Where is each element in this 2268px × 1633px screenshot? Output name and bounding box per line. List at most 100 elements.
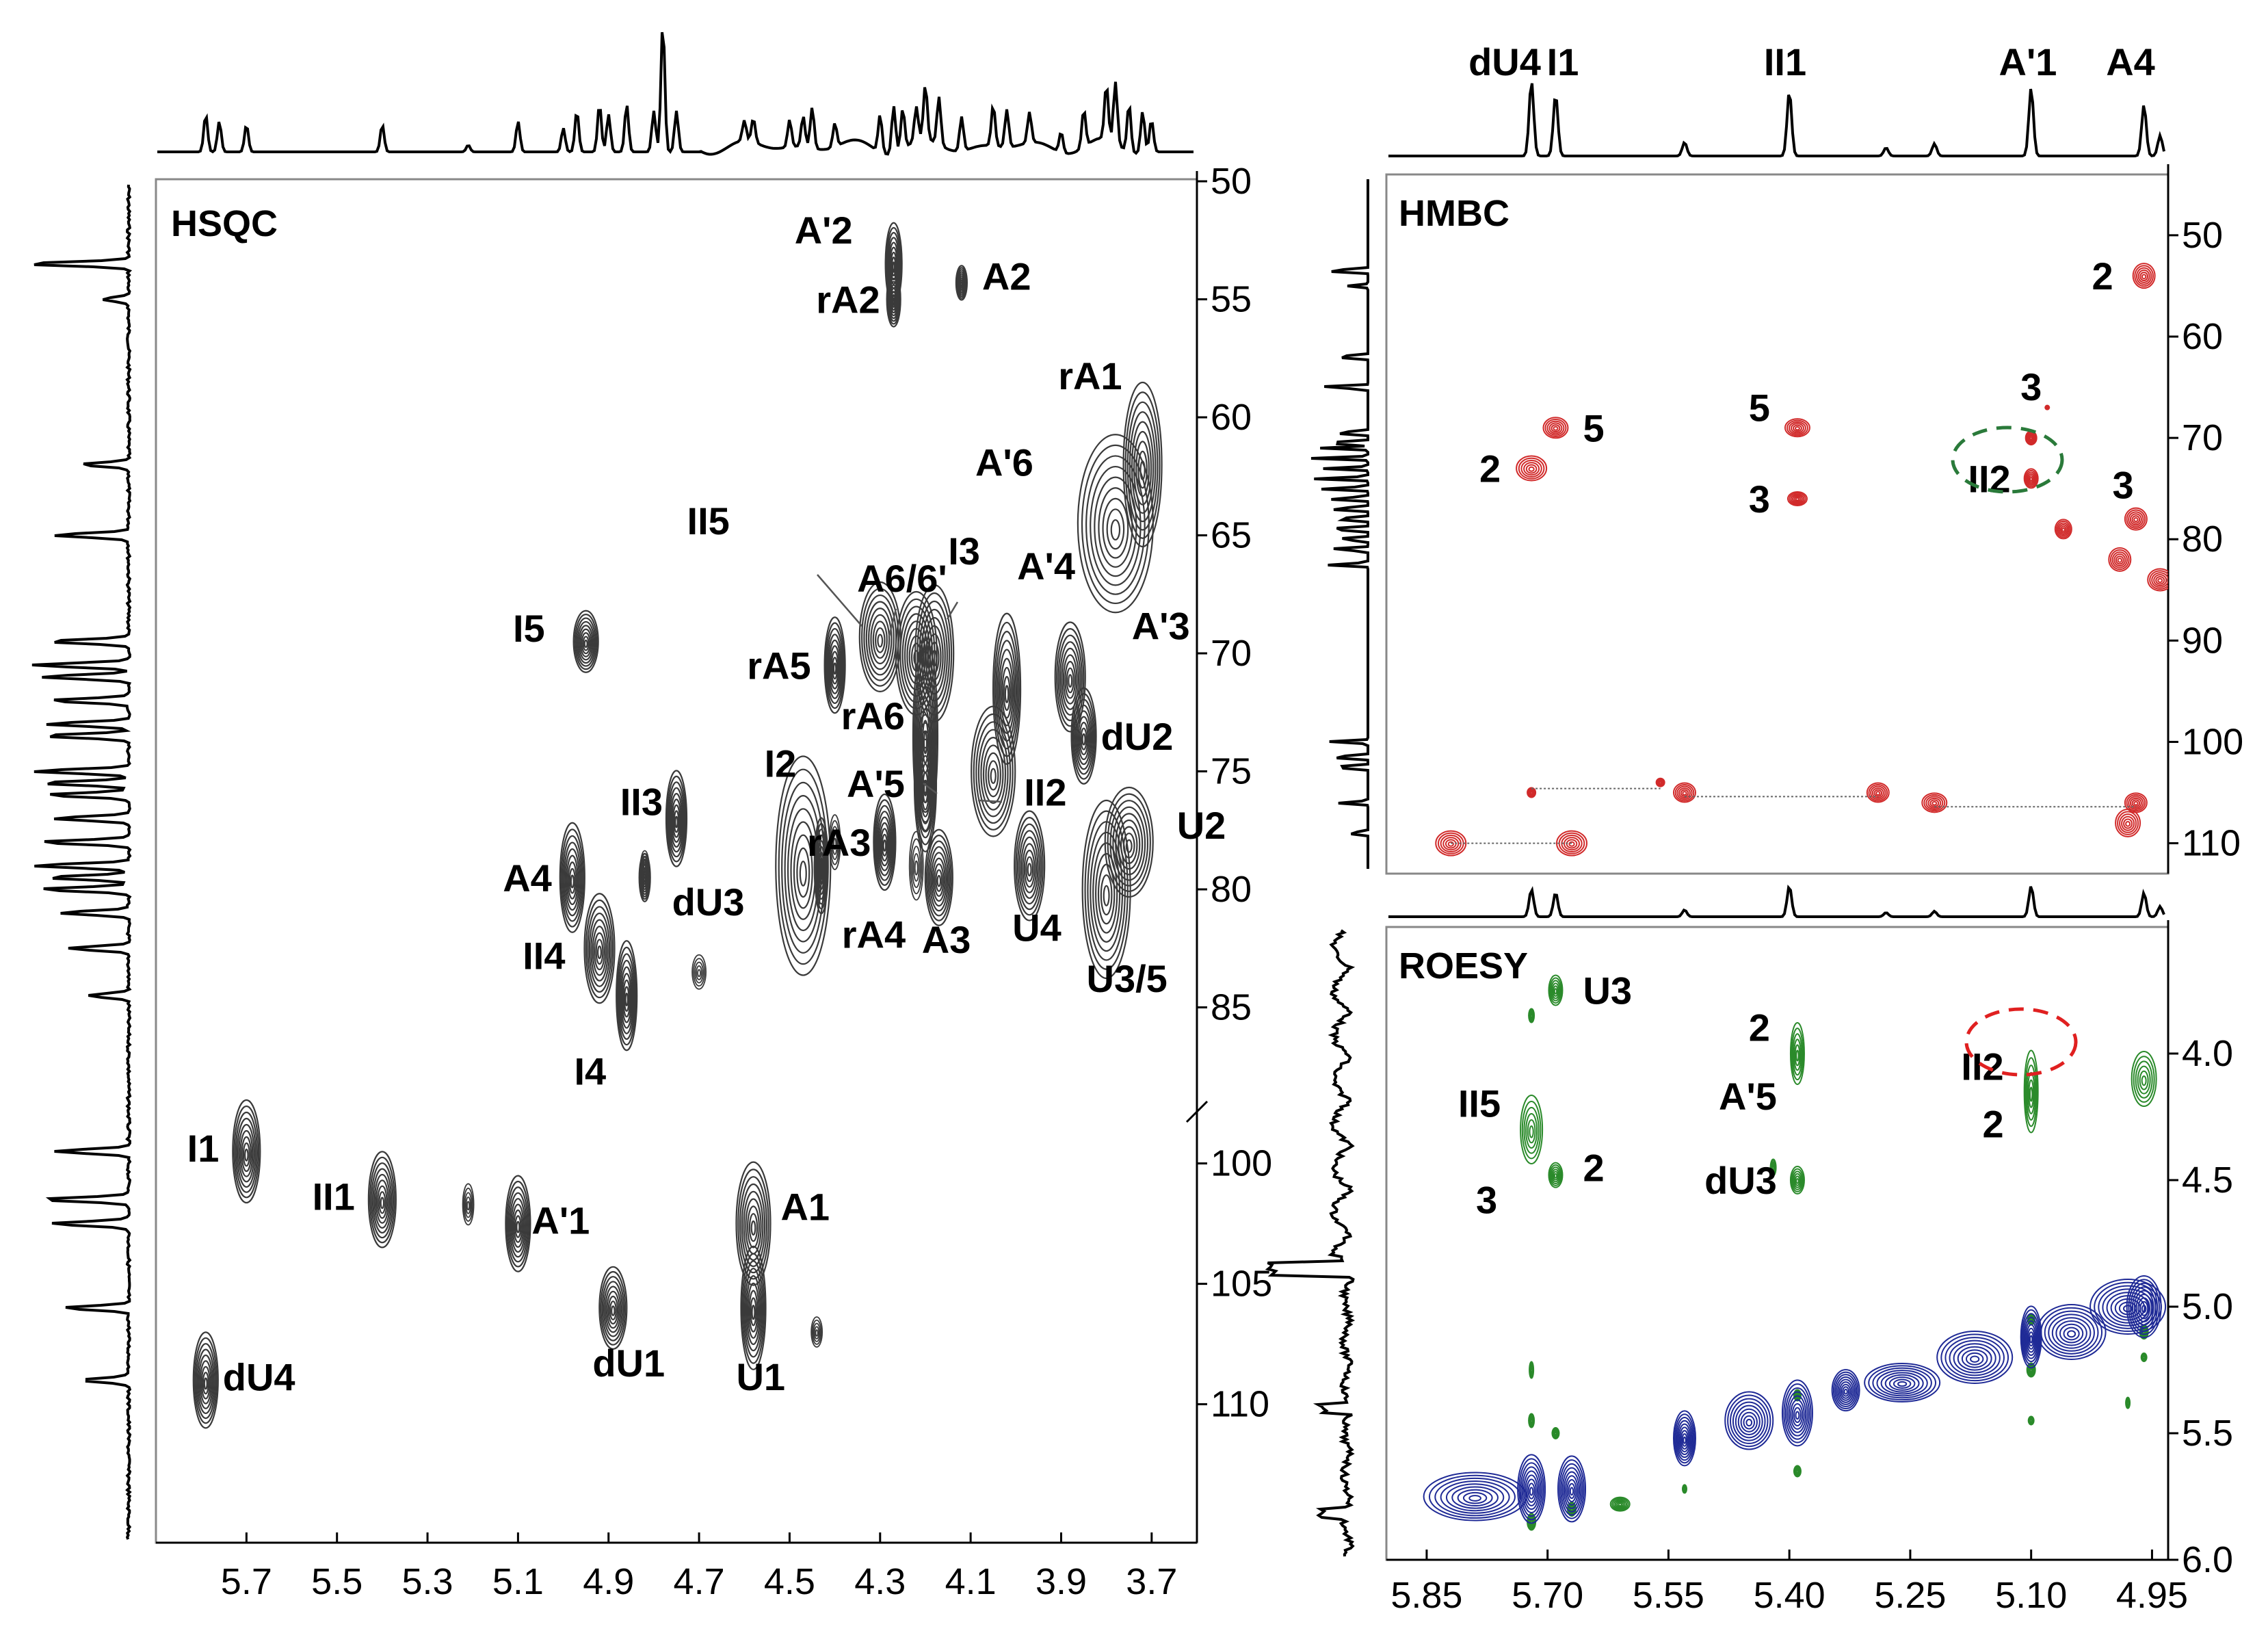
hmbc-peak-ring [1789,492,1806,506]
roesy-positive-peak-ring [1789,1166,1805,1194]
hmbc-peak-ring [2054,519,2072,540]
hsqc-peak-23-ring [1018,830,1040,905]
hsqc-peak-label: A3 [922,918,971,961]
hmbc-peak-ring [1678,787,1691,799]
hsqc-peak-12-ring [914,662,936,813]
hsqc-peak-9-ring [827,633,843,699]
hsqc-peak-17 [665,770,688,867]
hsqc-peak-28 [232,1099,261,1204]
roesy-positive-peak [1551,1427,1560,1439]
hsqc-minor-peak-ring [810,1316,823,1348]
hsqc-peak-34-ring [196,1348,215,1415]
roesy-positive-peak [1528,1413,1535,1428]
hsqc-peak-33-ring [741,1253,765,1364]
roesy-positive-peak-ring [1549,1164,1562,1186]
roesy-negative-peak-ring [1781,1379,1813,1447]
roesy-positive-peak-ring [1792,1033,1803,1076]
hsqc-peak-4-ring [1102,497,1129,559]
hsqc-peak-16-ring [799,860,807,887]
hsqc-peak-13-ring [1080,727,1087,750]
hmbc-peak-ring [2149,570,2168,590]
hsqc-peak-21-ring [819,857,824,880]
roesy-positive-peak-ring [1553,1430,1558,1437]
roesy-negative-peak-ring [1434,1477,1516,1517]
hsqc-peak-9-ring [829,645,841,690]
roesy-negative-peak-ring [1678,1423,1691,1456]
hsqc-peak-label: A'3 [1132,605,1190,648]
hmbc-peak-label: II2 [1968,457,2010,500]
hsqc-peak-label: rA6 [841,694,905,737]
hsqc-peak-30-ring [513,1209,523,1243]
hsqc-peak-1-ring [891,294,896,308]
hsqc-peak-22 [924,828,953,926]
hsqc-peak-19-ring [562,835,583,922]
hsqc-minor-peak-ring [830,826,839,861]
roesy-positive-peak-ring [1616,1501,1624,1508]
hsqc-peak-5-ring [868,608,893,670]
hsqc-peak-label: II2 [1024,771,1066,814]
roesy-positive-peak-ring [1769,1158,1777,1177]
hsqc-peak-26-ring [1090,831,1124,952]
roesy-contours [1423,974,2167,1531]
hsqc-peak-18-ring [876,811,893,876]
hmbc-top-label: II1 [1764,40,1806,83]
roesy-positive-peak-ring [1520,1095,1544,1164]
roesy-negative-peak-ring [2139,1301,2149,1316]
hsqc-x-tick-label: 4.7 [674,1561,725,1602]
roesy-positive-peak-ring [1553,988,1558,995]
roesy-negative-peak-ring [1468,1495,1481,1502]
roesy-positive-peak-ring [1793,1038,1802,1071]
hsqc-peak-23 [1014,810,1046,922]
hmbc-peak-ring [2151,572,2168,588]
roesy-positive-peak-ring [1794,1175,1801,1186]
hsqc-peak-18-ring [878,816,892,872]
hmbc-peak-ring [2109,549,2130,571]
roesy-negative-peak-ring [1790,1399,1805,1430]
hsqc-y-tick-label: 75 [1211,751,1252,792]
hsqc-peak-21-ring [815,834,827,900]
hsqc-peak-0-ring [890,251,897,281]
hmbc-peak [2147,568,2168,592]
hsqc-peak-5-ring [877,633,884,648]
hsqc-peak-34-ring [195,1343,216,1420]
roesy-negative-peak-ring [1462,1491,1488,1504]
hsqc-peak-5-ring [865,601,895,676]
hmbc-peak-ring [2141,274,2147,280]
hsqc-peak-13-ring [1073,698,1094,775]
roesy-negative-peak-ring [1732,1401,1766,1441]
hmbc-peak-ring [2115,556,2124,565]
hsqc-peak-29-ring [372,1168,393,1234]
hsqc-y-tick-label: 110 [1211,1384,1269,1425]
hsqc-peak-9-ring [826,627,844,705]
hmbc-peak [1655,777,1665,787]
roesy-negative-peak-ring [1838,1381,1853,1401]
hsqc-peak-labels: A'2 rA2 A2 rA1 A'6 II5 A6/6'I3 I5 rA5 A'4 A'3 rA6 dU… [187,209,1226,1399]
roesy-negative-peak-ring [1884,1374,1920,1393]
hmbc-peak-ring [2135,267,2152,285]
hsqc-peak-3-ring [1126,401,1159,531]
roesy-positive-peak [1681,1484,1687,1494]
hsqc-peak-25 [583,893,616,1004]
roesy-negative-peak-ring [2106,1292,2150,1324]
hmbc-peak-ring [1794,426,1800,431]
roesy-negative-peak-ring [2059,1323,2084,1344]
roesy-positive-peak-ring [1521,1101,1542,1160]
hsqc-peak-4-ring [1110,519,1121,541]
hsqc-peak-11-ring [1059,641,1081,716]
hsqc-peak-11-ring [1056,627,1085,727]
hmbc-peak [2054,519,2072,540]
hsqc-peak-32-ring [603,1281,623,1337]
hsqc-peak-12-ring [913,651,938,823]
hsqc-peak-17-ring [668,787,685,853]
hsqc-peak-13-ring [1072,693,1096,780]
roesy-negative-peak-ring [1557,1455,1587,1523]
hsqc-peak-33 [740,1245,767,1370]
hsqc-peak-9 [823,616,846,714]
hmbc-peak-ring [2029,436,2033,441]
roesy-negative-peak-ring [1836,1376,1856,1405]
hsqc-peak-30-ring [510,1198,526,1253]
hsqc-peak-32-ring [607,1295,619,1325]
hsqc-peak-label: II1 [313,1175,355,1218]
roesy-positive-peak-ring [1618,1502,1623,1506]
